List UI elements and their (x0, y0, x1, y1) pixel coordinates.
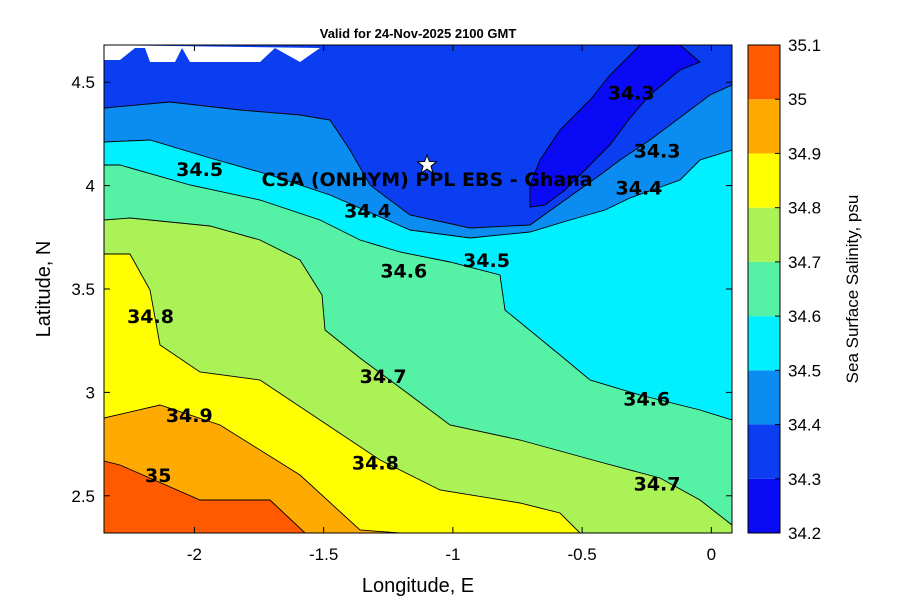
contour-label: 34.6 (623, 389, 670, 411)
contour-label: 35 (145, 465, 171, 487)
contour-line-34-9 (104, 404, 401, 533)
colorbar-swatch (748, 424, 780, 479)
contour-line-34-7 (104, 217, 732, 526)
site-label: CSA (ONHYM) PPL EBS - Ghana (262, 169, 593, 191)
contour-label: 34.6 (380, 260, 427, 282)
contour-lines (104, 45, 732, 533)
colorbar-swatch (748, 261, 780, 317)
colorbar-swatch (748, 99, 780, 154)
colorbar-tick-label: 34.7 (788, 253, 821, 272)
colorbar-frame (747, 44, 781, 534)
x-tick-label: 0 (707, 545, 716, 564)
contour-label: 34.4 (344, 200, 391, 222)
colorbar-tick-label: 34.5 (788, 361, 821, 380)
colorbar-tick-label: 34.6 (788, 307, 821, 326)
contour-band-34-3 (104, 45, 732, 228)
site-star-marker (416, 153, 438, 175)
colorbar-swatch (748, 153, 780, 208)
no-data-region (104, 45, 320, 62)
contour-label: 34.3 (634, 140, 681, 162)
y-tick-label: 3.5 (71, 280, 95, 299)
x-tick-label: -0.5 (567, 545, 596, 564)
contour-label: 34.5 (463, 250, 510, 272)
colorbar-tick-label: 34.2 (788, 524, 821, 543)
contour-label: 34.5 (176, 159, 223, 181)
contour-label: 34.7 (634, 473, 681, 495)
contour-label: 34.8 (127, 306, 174, 328)
colorbar-swatch (748, 316, 780, 371)
contour-labels: 34.3 34.3 34.4 34.4 34.5 34.5 34.6 34.6 34.7 34.7… (127, 83, 680, 496)
x-axis-label: Longitude, E (362, 575, 474, 597)
colorbar-tick-label: 34.4 (788, 416, 821, 435)
y-tick-label: 2.5 (71, 487, 95, 506)
y-tick-label: 3 (86, 383, 95, 402)
colorbar-tick-label: 34.9 (788, 144, 821, 163)
colorbar-swatch (748, 370, 780, 425)
x-axis-ticks: -2 -1.5 -1 -0.5 0 (187, 45, 716, 564)
colorbar-tick-label: 34.3 (788, 470, 821, 489)
colorbar-tick-label: 35 (788, 90, 807, 109)
contour-label: 34.8 (352, 453, 399, 475)
contour-line-34-6 (104, 164, 732, 421)
contour-label: 34.3 (608, 83, 655, 105)
contour-plot-area: 34.3 34.3 34.4 34.4 34.5 34.5 34.6 34.6 34.7 34.7… (104, 45, 732, 533)
colorbar: 34.2 34.3 34.4 34.5 34.6 34.7 34.8 34.9 35 35.1 (747, 36, 821, 543)
colorbar-swatch (748, 207, 780, 262)
contour-line-34-3 (529, 45, 701, 208)
colorbar-swatch (748, 478, 780, 533)
contour-line-34-5 (104, 139, 732, 239)
colorbar-swatch (748, 45, 780, 100)
x-tick-label: -1 (445, 545, 460, 564)
contour-label: 34.4 (616, 178, 663, 200)
chart-title: Valid for 24-Nov-2025 2100 GMT (320, 26, 517, 41)
y-axis-ticks: 2.5 3 3.5 4 4.5 (71, 73, 732, 506)
contour-line-35 (104, 460, 306, 533)
x-tick-label: -1.5 (309, 545, 338, 564)
y-tick-label: 4.5 (71, 73, 95, 92)
contour-line-34-4 (104, 84, 732, 229)
contour-label: 34.7 (360, 366, 407, 388)
contour-label: 34.9 (166, 405, 213, 427)
y-tick-label: 4 (86, 177, 95, 196)
y-axis-label: Latitude, N (33, 241, 55, 338)
x-tick-label: -2 (187, 545, 202, 564)
colorbar-tick-label: 34.8 (788, 199, 821, 218)
contour-band-34-2 (530, 45, 700, 207)
contour-line-34-8 (104, 253, 581, 533)
colorbar-tick-label: 35.1 (788, 36, 821, 55)
colorbar-label: Sea Surface Salinity, psu (843, 195, 862, 384)
